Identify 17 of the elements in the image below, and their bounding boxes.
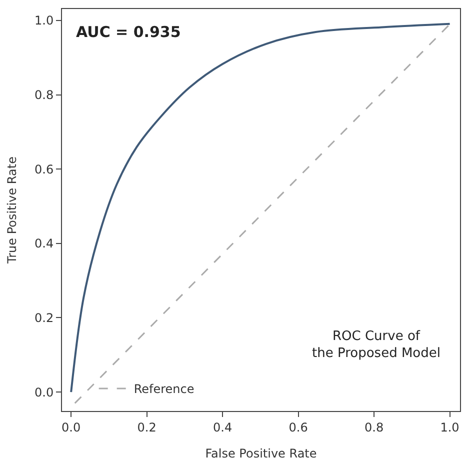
y-tick-label: 0.6 bbox=[34, 162, 54, 176]
x-tick-label: 0.4 bbox=[213, 420, 232, 434]
legend-label: Reference bbox=[134, 382, 194, 396]
x-tick-label: 0.0 bbox=[62, 420, 81, 434]
y-tick-label: 0.8 bbox=[34, 88, 54, 102]
y-tick-label: 0.4 bbox=[34, 236, 54, 251]
x-tick-label: 1.0 bbox=[440, 420, 460, 434]
annotation: ROC Curve of the Proposed Model bbox=[312, 329, 440, 361]
x-tick-label: 0.6 bbox=[288, 420, 308, 434]
y-tick-label: 0.0 bbox=[34, 385, 54, 400]
x-tick-label: 0.8 bbox=[364, 420, 384, 434]
y-axis-title: True Positive Rate bbox=[4, 156, 19, 264]
y-tick-label: 0.2 bbox=[34, 310, 54, 325]
x-axis-title: False Positive Rate bbox=[205, 446, 317, 460]
annotation: AUC = 0.935 bbox=[76, 23, 181, 41]
x-tick-label: 0.2 bbox=[137, 420, 156, 434]
y-tick-label: 1.0 bbox=[34, 14, 54, 28]
